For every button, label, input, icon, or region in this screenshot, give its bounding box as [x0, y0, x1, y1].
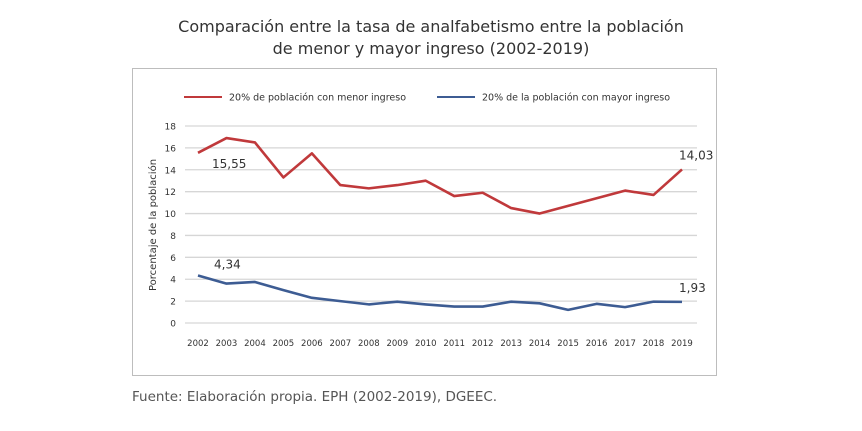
x-tick-label: 2007	[330, 339, 352, 349]
x-tick-label: 2018	[643, 339, 665, 349]
y-tick-label: 10	[165, 210, 177, 220]
x-tick-label: 2002	[187, 339, 209, 349]
legend-label: 20% de población con menor ingreso	[229, 93, 406, 104]
x-tick-label: 2017	[614, 339, 636, 349]
x-tick-label: 2014	[529, 339, 551, 349]
chart-frame	[132, 68, 717, 376]
chart-title-line1: Comparación entre la tasa de analfabetis…	[178, 17, 684, 36]
y-tick-label: 12	[165, 188, 176, 198]
chart-title-line2: de menor y mayor ingreso (2002-2019)	[272, 39, 590, 58]
x-tick-label: 2009	[386, 339, 408, 349]
x-tick-label: 2010	[415, 339, 437, 349]
data-label: 14,03	[679, 148, 713, 162]
chart-title: Comparación entre la tasa de analfabetis…	[0, 16, 862, 60]
x-tick-label: 2004	[244, 339, 266, 349]
y-tick-label: 6	[170, 254, 176, 264]
legend-label: 20% de la población con mayor ingreso	[482, 93, 670, 104]
x-tick-label: 2015	[557, 339, 579, 349]
x-tick-label: 2006	[301, 339, 323, 349]
data-label: 4,34	[214, 258, 241, 272]
x-tick-label: 2016	[586, 339, 608, 349]
data-label: 1,93	[679, 281, 706, 295]
y-axis-label: Porcentaje de la población	[147, 159, 159, 291]
series-line	[197, 274, 683, 312]
x-tick-label: 2019	[671, 339, 693, 349]
y-tick-label: 8	[170, 232, 176, 242]
x-tick-label: 2013	[500, 339, 522, 349]
x-tick-label: 2005	[273, 339, 295, 349]
y-tick-label: 2	[170, 298, 176, 308]
x-tick-label: 2012	[472, 339, 494, 349]
y-tick-label: 16	[165, 144, 177, 154]
x-tick-label: 2003	[216, 339, 238, 349]
x-tick-label: 2008	[358, 339, 380, 349]
y-tick-label: 4	[170, 276, 176, 286]
series-line	[197, 136, 683, 215]
y-tick-label: 14	[165, 166, 177, 176]
data-label: 15,55	[212, 157, 246, 171]
y-tick-label: 0	[170, 320, 176, 330]
y-tick-label: 18	[165, 123, 177, 133]
x-tick-label: 2011	[443, 339, 465, 349]
source-note: Fuente: Elaboración propia. EPH (2002-20…	[132, 389, 498, 405]
